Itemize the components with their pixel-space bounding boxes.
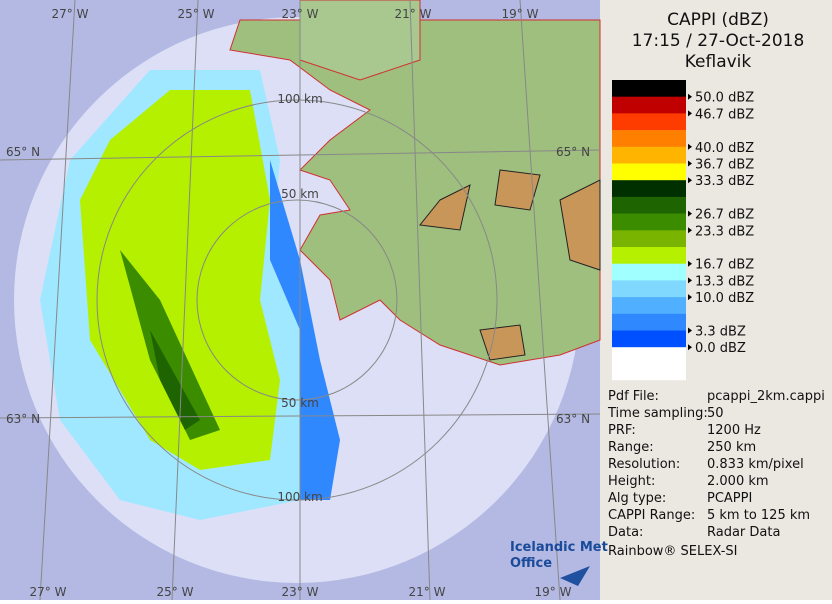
lon-label: 23° W	[282, 585, 319, 599]
lon-label: 19° W	[535, 585, 572, 599]
info-value: 50	[707, 406, 724, 421]
logo-text: Office	[510, 556, 552, 571]
legend-label: 46.7 dBZ	[695, 107, 754, 122]
legend-swatch	[612, 280, 686, 298]
legend-swatch	[612, 146, 686, 164]
lat-label: 63° N	[6, 412, 40, 426]
lon-label: 27° W	[52, 7, 89, 21]
lon-label: 23° W	[282, 7, 319, 21]
legend-swatch	[612, 297, 686, 315]
legend-tick	[688, 93, 692, 100]
info-key: Resolution:	[608, 457, 680, 472]
range-label: 50 km	[281, 396, 319, 410]
range-label: 50 km	[281, 187, 319, 201]
legend-label: 16.7 dBZ	[695, 258, 754, 273]
legend-swatch	[612, 263, 686, 281]
info-value: PCAPPI	[707, 491, 752, 506]
legend-label: 10.0 dBZ	[695, 291, 754, 306]
lat-label: 65° N	[556, 145, 590, 159]
lat-label: 65° N	[6, 145, 40, 159]
info-key: Height:	[608, 474, 655, 489]
info-value: pcappi_2km.cappi	[707, 389, 825, 404]
info-value: 1200 Hz	[707, 423, 761, 438]
legend-label: 0.0 dBZ	[695, 341, 746, 356]
legend-tick	[688, 327, 692, 334]
legend-swatch	[612, 230, 686, 248]
title: 17:15 / 27-Oct-2018	[632, 31, 805, 51]
range-label: 100 km	[277, 490, 322, 504]
lon-label: 27° W	[30, 585, 67, 599]
legend-label: 33.3 dBZ	[695, 174, 754, 189]
legend-tick	[688, 294, 692, 301]
info-value: 2.000 km	[707, 474, 769, 489]
legend-swatch	[612, 313, 686, 331]
info-key: PRF:	[608, 423, 636, 438]
legend-label: 36.7 dBZ	[695, 158, 754, 173]
map-labels: 27° W 25° W 23° W 21° W 19° W 27° W 25° W 23° W…	[6, 7, 608, 599]
legend-swatch	[612, 247, 686, 264]
info-key: Pdf File:	[608, 389, 659, 404]
title: CAPPI (dBZ)	[667, 10, 769, 30]
legend-swatch	[612, 130, 686, 148]
legend-swatch	[612, 330, 686, 348]
legend-label: 3.3 dBZ	[695, 325, 746, 340]
info-value: Radar Data	[707, 525, 780, 540]
lon-label: 25° W	[178, 7, 215, 21]
legend-swatch	[612, 113, 686, 131]
legend-label: 50.0 dBZ	[695, 91, 754, 106]
info-value: 0.833 km/pixel	[707, 457, 804, 472]
lon-label: 25° W	[157, 585, 194, 599]
legend-tick	[688, 210, 692, 217]
lat-label: 63° N	[556, 412, 590, 426]
info-key: Alg type:	[608, 491, 666, 506]
legend-tick	[688, 177, 692, 184]
lon-label: 21° W	[395, 7, 432, 21]
info-value: 250 km	[707, 440, 756, 455]
logo-text: Icelandic Met	[510, 540, 608, 555]
lon-label: 19° W	[502, 7, 539, 21]
legend-swatch	[612, 213, 686, 231]
legend-tick	[688, 143, 692, 150]
title: Keflavik	[685, 52, 752, 72]
legend-label: 26.7 dBZ	[695, 208, 754, 223]
logo-mark	[560, 566, 590, 586]
grid	[0, 0, 601, 601]
info-key: CAPPI Range:	[608, 508, 695, 523]
software: Rainbow® SELEX-SI	[608, 544, 738, 559]
legend-label: 23.3 dBZ	[695, 224, 754, 239]
info-key: Range:	[608, 440, 654, 455]
legend-tick	[688, 260, 692, 267]
legend-swatch	[612, 180, 686, 198]
legend-label: 40.0 dBZ	[695, 141, 754, 156]
radar-echoes	[40, 70, 340, 520]
legend-tick	[688, 344, 692, 351]
land	[229, 0, 601, 366]
legend-tick	[688, 160, 692, 167]
range-label: 100 km	[277, 92, 322, 106]
legend-tick	[688, 227, 692, 234]
legend-tick	[688, 110, 692, 117]
legend-swatch	[612, 347, 686, 381]
legend-swatch	[612, 163, 686, 181]
lon-label: 21° W	[409, 585, 446, 599]
info-key: Data:	[608, 525, 643, 540]
legend-label: 13.3 dBZ	[695, 274, 754, 289]
info-value: 5 km to 125 km	[707, 508, 810, 523]
legend-swatch	[612, 80, 686, 97]
legend-tick	[688, 277, 692, 284]
info-key: Time sampling:	[607, 406, 708, 421]
legend-swatch	[612, 96, 686, 114]
legend-swatch	[612, 196, 686, 214]
